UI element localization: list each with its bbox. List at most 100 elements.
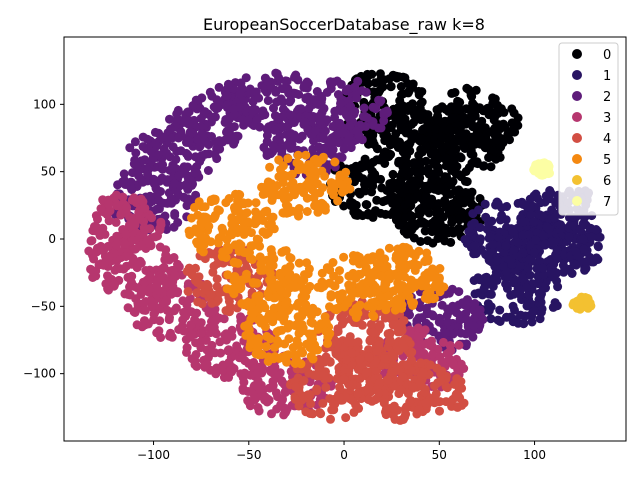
point-3-3-97 xyxy=(116,210,126,220)
point-5-4-61 xyxy=(225,229,235,239)
point-2-1-115 xyxy=(263,96,273,106)
point-5-1-98 xyxy=(254,296,264,306)
point-5-1-101 xyxy=(275,271,285,281)
point-0-4-104 xyxy=(351,200,361,210)
point-5-3-11 xyxy=(330,157,340,167)
point-1-4-89 xyxy=(537,211,547,221)
point-2-4-104 xyxy=(195,142,205,152)
point-2-1-119 xyxy=(236,78,246,88)
point-5-4-110 xyxy=(248,241,258,251)
point-2-4-76 xyxy=(203,166,213,175)
point-2-0-118 xyxy=(188,101,198,110)
point-5-5-47 xyxy=(281,299,291,309)
y-tick-label: −50 xyxy=(31,299,56,313)
point-5-3-105 xyxy=(283,154,293,164)
point-3-4-108 xyxy=(427,336,436,346)
point-5-3-102 xyxy=(278,161,288,171)
point-5-0-118 xyxy=(319,281,329,291)
point-5-5-77 xyxy=(294,340,303,350)
point-2-5-92 xyxy=(462,339,471,349)
point-1-4-72 xyxy=(486,232,496,242)
point-1-4-108 xyxy=(526,203,536,213)
point-2-2-105 xyxy=(339,106,349,116)
point-4-1-58 xyxy=(301,407,311,417)
point-0-1-49 xyxy=(417,134,427,144)
point-0-5-108 xyxy=(505,135,514,145)
point-4-1-90 xyxy=(361,368,371,378)
point-5-5-67 xyxy=(308,318,318,328)
point-5-5-65 xyxy=(323,338,332,348)
point-5-3-119 xyxy=(302,193,312,203)
point-0-5-115 xyxy=(467,114,477,124)
point-3-2-106 xyxy=(196,329,206,338)
point-1-4-88 xyxy=(481,212,491,222)
point-4-2-74 xyxy=(414,405,424,415)
point-4-2-113 xyxy=(405,397,415,407)
point-0-3-97 xyxy=(412,168,422,178)
point-3-0-58 xyxy=(155,316,165,326)
x-tick-label: −100 xyxy=(137,448,170,462)
point-3-3-65 xyxy=(96,204,106,214)
point-3-5-70 xyxy=(257,363,267,373)
point-0-5-88 xyxy=(433,114,443,124)
point-1-4-113 xyxy=(529,247,539,257)
point-4-2-114 xyxy=(453,402,462,412)
point-3-0-47 xyxy=(130,308,140,317)
point-5-2-84 xyxy=(406,275,416,285)
point-3-4-53 xyxy=(413,323,423,333)
point-3-4-117 xyxy=(454,340,464,350)
point-5-5-104 xyxy=(284,334,294,344)
point-0-1-71 xyxy=(426,149,436,159)
point-2-4-110 xyxy=(174,133,183,143)
point-2-2-46 xyxy=(296,104,306,114)
point-5-5-45 xyxy=(269,303,279,313)
point-0-5-94 xyxy=(470,132,480,142)
point-0-1-105 xyxy=(489,146,499,156)
point-2-4-65 xyxy=(159,132,169,142)
point-5-2-114 xyxy=(435,264,445,273)
point-1-2-0 xyxy=(486,314,496,324)
point-5-4-107 xyxy=(190,202,199,212)
point-2-4-49 xyxy=(210,149,220,159)
point-0-6-87 xyxy=(423,236,433,246)
point-0-4-116 xyxy=(401,184,411,194)
point-4-2-91 xyxy=(370,395,380,405)
point-2-2-57 xyxy=(362,113,372,123)
point-2-2-65 xyxy=(350,82,360,92)
point-4-3-111 xyxy=(215,288,225,298)
point-0-5-89 xyxy=(457,136,467,146)
point-5-3-114 xyxy=(309,167,319,176)
point-5-2-119 xyxy=(368,269,378,279)
point-0-2-53 xyxy=(400,126,410,136)
point-0-5-111 xyxy=(513,121,523,130)
point-2-4-68 xyxy=(138,142,148,152)
point-5-1-21 xyxy=(286,253,296,263)
point-5-2-27 xyxy=(393,273,403,283)
point-2-6-117 xyxy=(268,140,278,150)
point-3-3-108 xyxy=(102,210,112,220)
legend-marker-5 xyxy=(572,154,582,164)
point-5-5-78 xyxy=(249,308,259,318)
point-0-5-116 xyxy=(466,90,476,100)
point-2-5-115 xyxy=(458,298,468,308)
point-2-3-104 xyxy=(145,191,155,201)
point-5-3-96 xyxy=(309,193,319,203)
point-1-2-118 xyxy=(533,279,543,289)
point-3-5-114 xyxy=(268,376,278,386)
point-5-2-97 xyxy=(351,273,361,283)
point-2-6-74 xyxy=(309,136,318,146)
point-5-1-113 xyxy=(228,284,238,294)
point-2-2-59 xyxy=(376,123,386,133)
point-3-1-118 xyxy=(109,280,119,290)
point-1-4-43 xyxy=(482,224,492,234)
point-2-2-113 xyxy=(336,98,345,108)
point-2-1-58 xyxy=(285,97,295,107)
point-4-2-103 xyxy=(408,382,418,392)
point-2-6-62 xyxy=(328,122,338,131)
point-2-0-117 xyxy=(172,109,182,119)
point-5-1-100 xyxy=(270,293,280,303)
point-3-5-84 xyxy=(271,388,281,398)
point-1-2-41 xyxy=(525,270,535,280)
point-3-5-103 xyxy=(267,409,276,419)
point-0-6-114 xyxy=(419,197,429,207)
